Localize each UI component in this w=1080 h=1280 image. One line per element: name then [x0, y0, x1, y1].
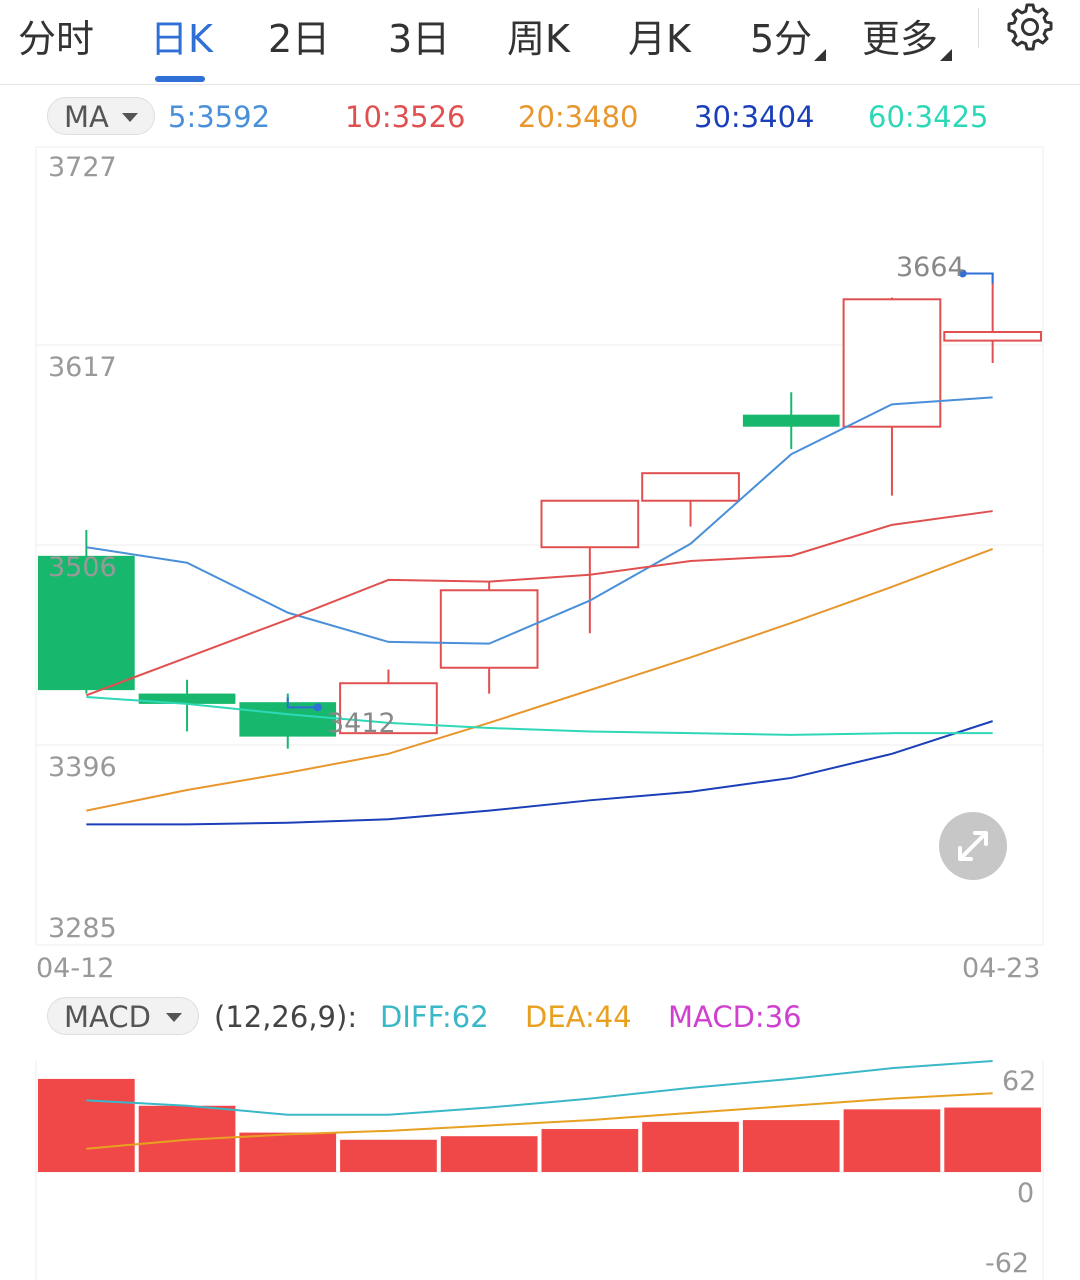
- high-annotation-leader: [962, 272, 994, 284]
- macd-bar: [642, 1121, 739, 1172]
- tab-more[interactable]: 更多: [862, 8, 953, 63]
- gear-icon[interactable]: [1005, 2, 1055, 52]
- chevron-down-icon: [122, 113, 138, 122]
- dropdown-caret-icon: [940, 49, 953, 61]
- y-axis-label: 3506: [48, 552, 117, 583]
- x-axis-end-date: 04-23: [962, 953, 1041, 984]
- macd-line-dea: [86, 1092, 993, 1150]
- candle-body: [842, 298, 942, 428]
- period-tab-bar: 分时 日K 2日 3日 周K 月K 5分 更多: [0, 0, 1080, 85]
- ma-line-ma30: [86, 720, 993, 826]
- ma5-value: 5:3592: [168, 100, 271, 134]
- low-price-annotation: 3412: [327, 708, 396, 739]
- diff-value: DIFF:62: [380, 1000, 489, 1034]
- chevron-down-icon: [166, 1013, 182, 1022]
- tab-monthly-k[interactable]: 月K: [628, 17, 691, 61]
- ma-indicator-selector[interactable]: MA: [47, 97, 155, 135]
- macd-y-axis-label: 0: [1017, 1178, 1035, 1209]
- expand-icon: [958, 831, 988, 861]
- candle-body: [641, 472, 740, 502]
- macd-indicator-selector[interactable]: MACD: [47, 997, 199, 1035]
- macd-bar: [944, 1107, 1041, 1172]
- low-annotation-dot: [313, 703, 322, 712]
- candle-body: [742, 414, 840, 427]
- macd-bar: [843, 1109, 941, 1172]
- macd-bar: [239, 1132, 337, 1172]
- main-chart-frame: [35, 146, 1044, 946]
- macd-selector-label: MACD: [64, 1000, 151, 1034]
- y-axis-label: 3617: [48, 352, 117, 383]
- active-tab-indicator: [155, 76, 205, 82]
- macd-y-axis-label: -62: [985, 1248, 1030, 1279]
- ma10-value: 10:3526: [345, 100, 466, 134]
- high-annotation-dot: [958, 269, 967, 278]
- fullscreen-button[interactable]: [939, 812, 1007, 880]
- ma60-value: 60:3425: [868, 100, 989, 134]
- tab-weekly-k[interactable]: 周K: [507, 17, 570, 61]
- candle-body: [439, 589, 539, 669]
- y-axis-label: 3396: [48, 752, 117, 783]
- ma-line-ma10: [85, 510, 993, 697]
- tab-daily-k[interactable]: 日K: [150, 17, 213, 61]
- dropdown-caret-icon: [814, 49, 827, 61]
- candle-body: [540, 499, 640, 549]
- x-axis-start-date: 04-12: [36, 953, 115, 984]
- candle-body: [138, 693, 236, 704]
- tab-divider: [978, 8, 979, 48]
- macd-line-diff: [86, 1060, 993, 1116]
- macd-bar: [340, 1139, 437, 1172]
- macd-bar: [541, 1129, 639, 1172]
- tab-2-day[interactable]: 2日: [268, 17, 331, 61]
- macd-bar: [742, 1120, 840, 1172]
- macd-value: MACD:36: [668, 1000, 802, 1034]
- ma30-value: 30:3404: [694, 100, 815, 134]
- macd-params: (12,26,9):: [214, 1000, 358, 1034]
- candle-body: [943, 331, 1042, 342]
- dea-value: DEA:44: [525, 1000, 632, 1034]
- tab-3-day[interactable]: 3日: [388, 17, 451, 61]
- y-axis-label: 3285: [48, 913, 117, 944]
- ma-line-ma5: [86, 396, 993, 645]
- tab-5-minute[interactable]: 5分: [750, 8, 827, 63]
- macd-bar: [440, 1136, 538, 1172]
- macd-y-axis-label: 62: [1002, 1066, 1037, 1097]
- low-annotation-leader: [286, 697, 318, 709]
- ma-selector-label: MA: [64, 100, 109, 134]
- candle-body: [38, 555, 135, 691]
- y-axis-label: 3727: [48, 152, 117, 183]
- ma-line-ma60: [86, 696, 993, 736]
- macd-bar: [38, 1078, 135, 1172]
- tab-intraday[interactable]: 分时: [18, 17, 95, 61]
- high-price-annotation: 3664: [896, 252, 965, 283]
- ma-line-ma20: [86, 548, 994, 812]
- ma20-value: 20:3480: [518, 100, 639, 134]
